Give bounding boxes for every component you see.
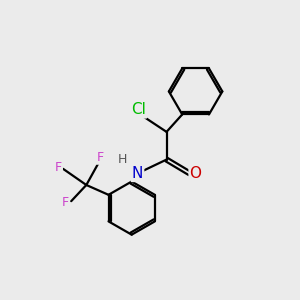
Text: N: N bbox=[132, 166, 143, 181]
Text: F: F bbox=[55, 161, 62, 174]
Text: F: F bbox=[97, 151, 104, 164]
Text: O: O bbox=[190, 166, 202, 181]
Text: Cl: Cl bbox=[131, 102, 146, 117]
Text: F: F bbox=[62, 196, 69, 209]
Text: H: H bbox=[118, 153, 127, 166]
